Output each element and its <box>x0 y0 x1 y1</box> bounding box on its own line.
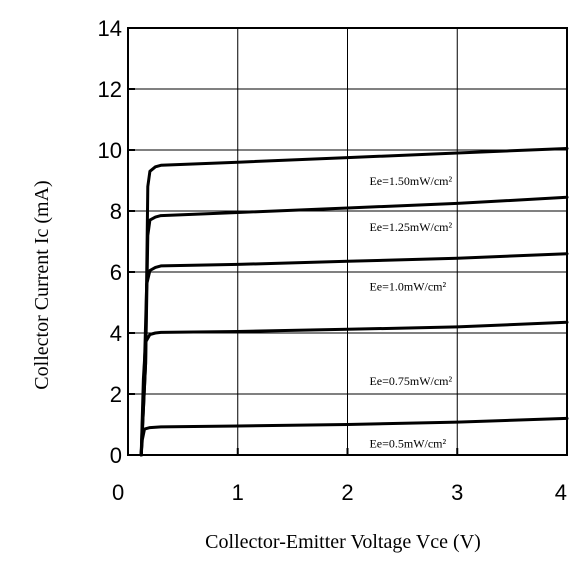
x-axis-title: Collector-Emitter Voltage Vce (V) <box>205 531 481 553</box>
y-tick-label: 0 <box>110 443 122 468</box>
series-label: Ee=1.50mW/cm² <box>369 174 452 188</box>
y-axis-ticks: 0 2 4 6 8 10 12 14 <box>98 16 135 468</box>
x-tick-label: 4 <box>555 480 567 505</box>
x-axis-ticks: 0 1 2 3 4 <box>112 448 568 505</box>
series-line <box>139 252 569 457</box>
series-line <box>139 416 569 457</box>
series-label: Ee=1.25mW/cm² <box>369 220 452 234</box>
series-line <box>139 147 569 457</box>
curve-labels: Ee=1.50mW/cm² Ee=1.25mW/cm² Ee=1.0mW/cm² Ee… <box>369 174 452 450</box>
y-tick-label: 2 <box>110 382 122 407</box>
y-tick-label: 10 <box>98 138 122 163</box>
y-axis-title: Collector Current Ic (mA) <box>31 180 53 389</box>
x-tick-label: 3 <box>451 480 463 505</box>
x-tick-label: 1 <box>232 480 244 505</box>
series-label: Ee=1.0mW/cm² <box>369 279 446 293</box>
series-line <box>139 320 569 457</box>
y-tick-label: 14 <box>98 16 122 41</box>
curves <box>139 147 569 457</box>
series-label: Ee=0.5mW/cm² <box>369 436 446 450</box>
grid <box>127 27 568 456</box>
y-tick-label: 12 <box>98 77 122 102</box>
y-tick-label: 6 <box>110 260 122 285</box>
series-label: Ee=0.75mW/cm² <box>369 374 452 388</box>
y-tick-label: 8 <box>110 199 122 224</box>
x-tick-label: 0 <box>112 480 124 505</box>
y-tick-label: 4 <box>110 321 122 346</box>
x-tick-label: 2 <box>341 480 353 505</box>
